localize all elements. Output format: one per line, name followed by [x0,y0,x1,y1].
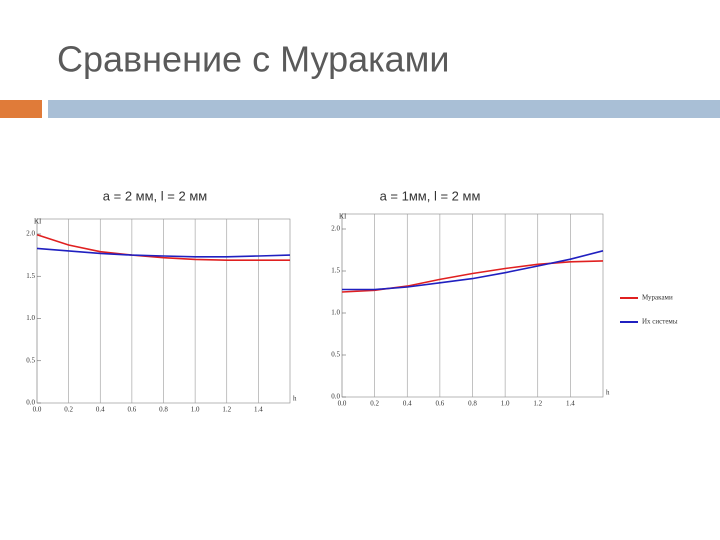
header-bar [48,100,720,118]
y-tick-label: 0.5 [26,356,35,364]
series-line [342,250,604,291]
y-tick-label: 1.0 [331,309,340,317]
chart-title: a = 2 мм, l = 2 мм [103,188,207,203]
series-line [36,234,290,261]
y-tick-label: 1.5 [26,272,35,280]
x-tick-label: 1.0 [501,400,510,408]
x-tick-label: 0.6 [436,400,445,408]
x-tick-label: 1.2 [222,406,231,414]
x-tick-label: 0.6 [128,406,137,414]
x-tick-label: 0.4 [403,400,412,408]
legend-label: Их системы [642,318,678,326]
x-tick-label: 0.0 [338,400,347,408]
x-tick-label: 0.8 [159,406,168,414]
x-tick-label: 0.2 [370,400,379,408]
x-axis-label: h [606,389,610,397]
accent-bar [0,100,42,118]
x-tick-label: 0.0 [33,406,42,414]
x-tick-label: 1.0 [191,406,200,414]
x-axis-label: h [293,395,297,403]
x-tick-label: 1.4 [566,400,575,408]
y-tick-label: 2.0 [331,225,340,233]
y-tick-label: 2.0 [26,230,35,238]
series-line [36,247,291,258]
x-tick-label: 0.8 [468,400,477,408]
x-tick-label: 0.2 [64,406,73,414]
chart-title: a = 1мм, l = 2 мм [380,188,481,203]
y-tick-label: 1.0 [26,314,35,322]
y-tick-label: 0.0 [26,399,35,407]
x-tick-label: 1.4 [254,406,263,414]
slide-title: Сравнение с Мураками [57,39,450,80]
y-tick-label: 0.0 [331,393,340,401]
y-axis-label: KI [339,213,347,221]
y-axis-label: KI [34,218,42,226]
x-tick-label: 0.4 [96,406,105,414]
y-tick-label: 1.5 [331,267,340,275]
y-tick-label: 0.5 [331,351,340,359]
legend-label: Мураками [642,294,673,302]
x-tick-label: 1.2 [533,400,542,408]
